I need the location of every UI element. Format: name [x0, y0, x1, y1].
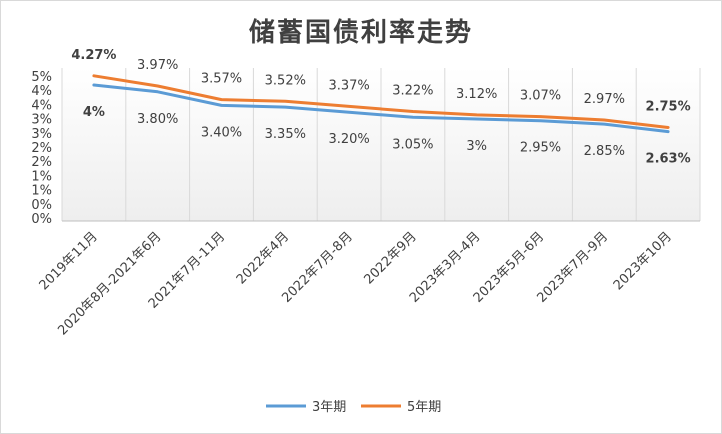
y-tick-label: 1%: [31, 184, 52, 199]
series-line-5yr: [92, 74, 670, 129]
data-label-3yr: 3.40%: [201, 125, 242, 140]
y-tick-label: 4%: [31, 84, 52, 99]
data-label-5yr: 3.12%: [456, 87, 497, 102]
x-tick-label: 2020年8月-2021年6月: [55, 229, 164, 338]
data-label-3yr: 4%: [83, 105, 105, 120]
y-tick-label: 1%: [31, 169, 52, 184]
x-tick-label: 2023年10月: [611, 229, 675, 293]
y-tick-label: 3%: [31, 113, 52, 128]
data-label-3yr: 3.80%: [137, 112, 178, 127]
y-tick-label: 0%: [31, 212, 52, 227]
data-label-3yr: 3.05%: [392, 137, 433, 152]
data-label-5yr: 3.57%: [201, 72, 242, 87]
data-label-5yr: 3.37%: [328, 78, 369, 93]
y-tick-label: 2%: [31, 141, 52, 156]
data-label-5yr: 4.27%: [71, 48, 116, 63]
legend-label-5yr: 5年期: [407, 400, 441, 415]
series-line-3yr: [92, 83, 670, 134]
data-label-5yr: 3.22%: [392, 84, 433, 99]
y-tick-label: 5%: [31, 70, 52, 85]
data-label-3yr: 2.95%: [520, 141, 561, 156]
data-label-3yr: 2.63%: [646, 152, 691, 167]
data-label-5yr: 3.52%: [265, 73, 306, 88]
legend-label-3yr: 3年期: [312, 400, 346, 415]
data-label-3yr: 3.20%: [328, 132, 369, 147]
data-label-3yr: 3%: [466, 139, 487, 154]
data-label-5yr: 2.75%: [646, 100, 691, 115]
y-tick-label: 3%: [31, 127, 52, 142]
x-tick-label: 2022年9月: [361, 229, 419, 287]
data-label-5yr: 2.97%: [584, 92, 625, 107]
data-label-5yr: 3.97%: [137, 58, 178, 73]
y-tick-label: 2%: [31, 155, 52, 170]
data-label-3yr: 2.85%: [584, 144, 625, 159]
y-tick-label: 4%: [31, 98, 52, 113]
chart-title: 储蓄国债利率走势: [248, 18, 473, 48]
x-tick-label: 2019年11月: [37, 229, 101, 293]
data-label-3yr: 3.35%: [265, 127, 306, 142]
data-label-5yr: 3.07%: [520, 89, 561, 104]
y-tick-label: 0%: [31, 198, 52, 213]
x-tick-label: 2022年4月: [234, 229, 292, 287]
